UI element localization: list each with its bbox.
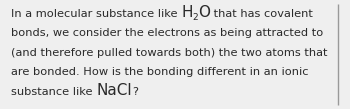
Text: (and therefore pulled towards both) the two atoms that: (and therefore pulled towards both) the … — [11, 48, 328, 58]
Text: NaCl: NaCl — [96, 83, 132, 98]
Text: 2: 2 — [193, 14, 198, 22]
Text: ?: ? — [132, 87, 138, 97]
Text: substance like: substance like — [11, 87, 96, 97]
Text: bonds, we consider the electrons as being attracted to: bonds, we consider the electrons as bein… — [11, 28, 323, 38]
Text: that has covalent: that has covalent — [210, 9, 313, 19]
Text: are bonded. How is the bonding different in an ionic: are bonded. How is the bonding different… — [11, 67, 308, 77]
Text: H: H — [181, 5, 193, 20]
Text: In a molecular substance like: In a molecular substance like — [11, 9, 181, 19]
Text: O: O — [198, 5, 210, 20]
